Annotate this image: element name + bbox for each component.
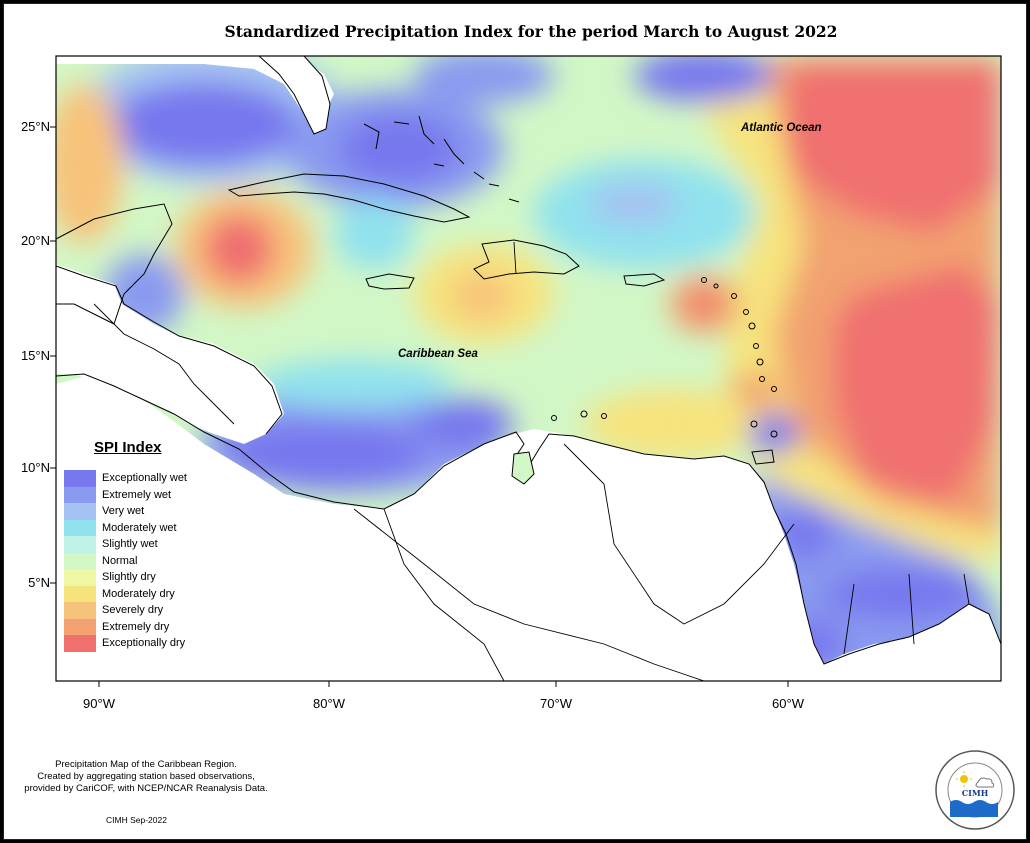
legend-swatch (64, 470, 96, 487)
legend-swatch (64, 503, 96, 520)
legend-swatch (64, 536, 96, 553)
map-frame (55, 55, 1002, 682)
waves-icon (950, 800, 998, 817)
legend-item: Slightly dry (64, 569, 204, 586)
spi-field (56, 56, 1001, 681)
logo-text: CIMH (962, 788, 989, 798)
legend-item: Very wet (64, 503, 204, 520)
legend-label: Exceptionally dry (102, 637, 186, 650)
legend-label: Extremely dry (102, 620, 170, 633)
atlantic-ocean-label: Atlantic Ocean (741, 122, 822, 134)
page-title: Standardized Precipitation Index for the… (224, 22, 838, 41)
legend-swatch (64, 519, 96, 536)
lat-tick-label: 15°N (20, 348, 50, 363)
legend-swatch (64, 602, 96, 619)
cimh-logo: CIMH (935, 750, 1015, 830)
map-figure: Standardized Precipitation Index for the… (3, 3, 1027, 840)
legend-item: Moderately wet (64, 519, 204, 536)
lon-tick-label: 90°W (83, 696, 115, 711)
legend-swatch (64, 552, 96, 569)
legend-title: SPI Index (94, 439, 162, 456)
legend-label: Moderately dry (102, 587, 175, 600)
axis-ticks (50, 126, 789, 687)
lon-tick-label: 70°W (540, 696, 572, 711)
legend-item: Severely dry (64, 602, 204, 619)
legend-swatch (64, 486, 96, 503)
lat-tick-label: 5°N (28, 575, 50, 590)
legend-label: Exceptionally wet (102, 472, 187, 485)
cloud-icon (975, 777, 995, 788)
legend-label: Slightly dry (102, 571, 156, 584)
legend-swatch (64, 618, 96, 635)
legend-swatch (64, 635, 96, 652)
caribbean-sea-label: Caribbean Sea (398, 348, 478, 360)
legend-label: Slightly wet (102, 538, 158, 551)
lat-tick-label: 25°N (20, 119, 50, 134)
legend-label: Extremely wet (102, 488, 172, 501)
footnote: Precipitation Map of the Caribbean Regio… (10, 759, 282, 795)
lat-tick-label: 20°N (20, 233, 50, 248)
lat-tick-label: 10°N (20, 460, 50, 475)
lon-tick-label: 60°W (772, 696, 804, 711)
legend-label: Normal (102, 554, 138, 567)
lon-tick-label: 80°W (313, 696, 345, 711)
legend-item: Exceptionally dry (64, 635, 204, 652)
sun-icon (960, 775, 968, 783)
date-stamp: CIMH Sep-2022 (106, 815, 167, 825)
spi-map (50, 55, 1002, 687)
legend-item: Moderately dry (64, 585, 204, 602)
legend-label: Severely dry (102, 604, 164, 617)
legend-item: Extremely dry (64, 618, 204, 635)
footnote-line: provided by CariCOF, with NCEP/NCAR Rean… (24, 783, 268, 794)
legend-item: Normal (64, 552, 204, 569)
legend-item: Exceptionally wet (64, 470, 204, 487)
legend-item: Extremely wet (64, 486, 204, 503)
legend-swatch (64, 569, 96, 586)
legend-label: Very wet (102, 505, 145, 518)
legend-label: Moderately wet (102, 521, 177, 534)
footnote-line: Precipitation Map of the Caribbean Regio… (55, 759, 237, 770)
legend-item: Slightly wet (64, 536, 204, 553)
legend-swatch (64, 585, 96, 602)
spi-legend: SPI Index Exceptionally wet Extremely wet… (64, 439, 204, 652)
footnote-line: Created by aggregating station based obs… (37, 771, 255, 782)
